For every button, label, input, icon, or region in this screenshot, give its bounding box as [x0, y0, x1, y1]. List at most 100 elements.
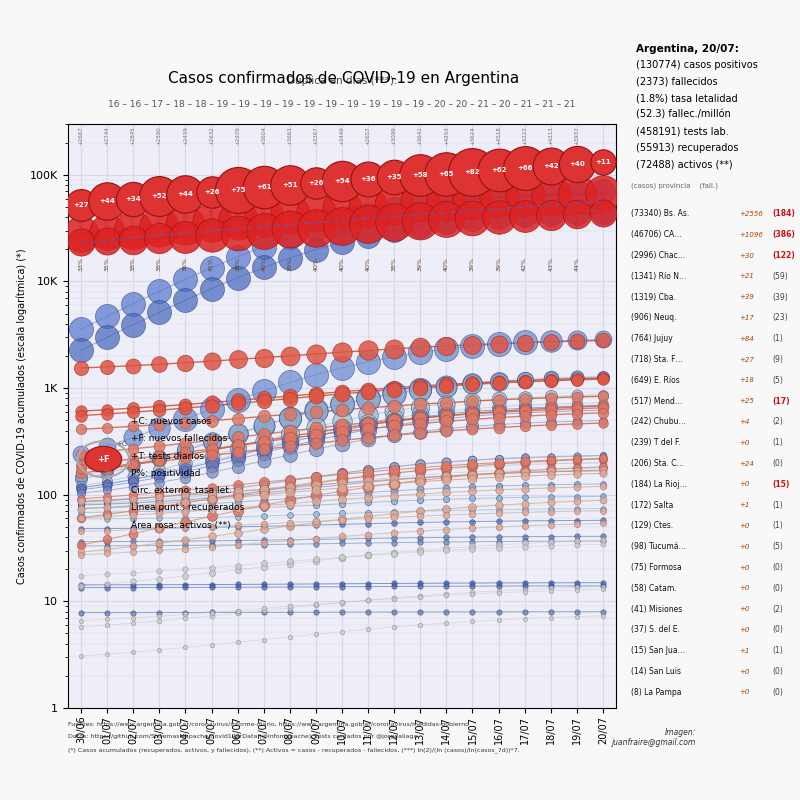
- Point: [127, 493, 140, 506]
- Text: (37) S. del E.: (37) S. del E.: [631, 626, 680, 634]
- Point: [466, 454, 479, 467]
- Point: [336, 422, 349, 434]
- Point: [231, 453, 244, 466]
- Point: [440, 213, 453, 226]
- Point: [283, 425, 296, 438]
- Point: [388, 171, 401, 184]
- Point: [205, 540, 218, 553]
- Point: [362, 463, 374, 476]
- Text: (*) Casos acumulados (recuperados, activos, y fallecidos), (**) Activos = casos : (*) Casos acumulados (recuperados, activ…: [68, 747, 520, 753]
- Point: [127, 458, 140, 470]
- Point: [336, 518, 349, 530]
- Point: [440, 459, 453, 472]
- Point: [179, 539, 192, 552]
- Text: (242) Chubu…: (242) Chubu…: [631, 418, 686, 426]
- Point: [153, 606, 166, 619]
- Point: [283, 474, 296, 487]
- Point: [179, 491, 192, 504]
- Text: (386): (386): [772, 230, 795, 239]
- Point: [440, 515, 453, 528]
- Point: [127, 581, 140, 594]
- Point: [179, 294, 192, 306]
- Point: [153, 643, 166, 656]
- Point: [336, 438, 349, 450]
- Point: [74, 322, 87, 335]
- Point: [492, 530, 505, 543]
- Point: [153, 285, 166, 298]
- Text: (0): (0): [772, 667, 783, 676]
- Point: [466, 410, 479, 422]
- Point: [414, 580, 426, 593]
- Point: [74, 513, 87, 526]
- Text: (1): (1): [772, 646, 783, 655]
- Point: [336, 488, 349, 501]
- Text: 33%: 33%: [78, 257, 83, 271]
- Point: [310, 498, 322, 511]
- Point: [336, 403, 349, 416]
- Point: [231, 534, 244, 547]
- Text: 35%: 35%: [105, 258, 110, 271]
- Point: [518, 375, 531, 388]
- Point: [388, 387, 401, 400]
- Point: [231, 427, 244, 440]
- Point: [440, 474, 453, 486]
- Point: [231, 450, 244, 462]
- Point: [570, 450, 583, 462]
- Point: [570, 490, 583, 503]
- Point: [127, 223, 140, 236]
- Point: [101, 226, 114, 238]
- Point: [440, 462, 453, 475]
- Point: [179, 356, 192, 369]
- Point: [283, 408, 296, 421]
- Point: [258, 443, 270, 456]
- Point: [179, 488, 192, 501]
- Point: [388, 387, 401, 400]
- Text: Circ. externo: tasa let.: Circ. externo: tasa let.: [131, 486, 232, 495]
- Point: [440, 470, 453, 482]
- Point: [570, 481, 583, 494]
- Text: +5966: +5966: [209, 206, 214, 228]
- Text: +C: nuevos casos: +C: nuevos casos: [131, 417, 211, 426]
- Point: [153, 440, 166, 453]
- Point: [518, 491, 531, 504]
- Text: +3663: +3663: [287, 126, 292, 145]
- Point: [466, 469, 479, 482]
- Point: [283, 223, 296, 236]
- Point: [414, 577, 426, 590]
- Point: [388, 591, 401, 604]
- Point: [414, 494, 426, 506]
- Point: [153, 501, 166, 514]
- Point: [492, 491, 505, 504]
- Point: [362, 173, 374, 186]
- Point: [205, 403, 218, 416]
- Text: +3641: +3641: [418, 126, 422, 145]
- Point: [283, 440, 296, 453]
- Point: [74, 539, 87, 552]
- Text: +52: +52: [152, 194, 167, 199]
- Text: (1): (1): [772, 501, 783, 510]
- Point: [388, 399, 401, 412]
- Point: [179, 578, 192, 591]
- Text: +2439: +2439: [183, 126, 188, 145]
- Point: [492, 401, 505, 414]
- Point: [544, 535, 557, 548]
- Point: [310, 476, 322, 489]
- Point: [336, 537, 349, 550]
- Point: [518, 410, 531, 422]
- Point: [597, 414, 610, 427]
- Point: [414, 383, 426, 396]
- Point: [388, 350, 401, 363]
- Point: [179, 504, 192, 517]
- Point: [310, 628, 322, 641]
- Point: [127, 492, 140, 505]
- Point: [570, 389, 583, 402]
- Text: +42: +42: [543, 163, 558, 169]
- Point: [544, 606, 557, 618]
- Point: [258, 351, 270, 364]
- Point: [440, 412, 453, 425]
- Point: [362, 474, 374, 487]
- Point: [101, 578, 114, 590]
- Point: [518, 336, 531, 349]
- Point: [388, 404, 401, 417]
- Point: [440, 415, 453, 428]
